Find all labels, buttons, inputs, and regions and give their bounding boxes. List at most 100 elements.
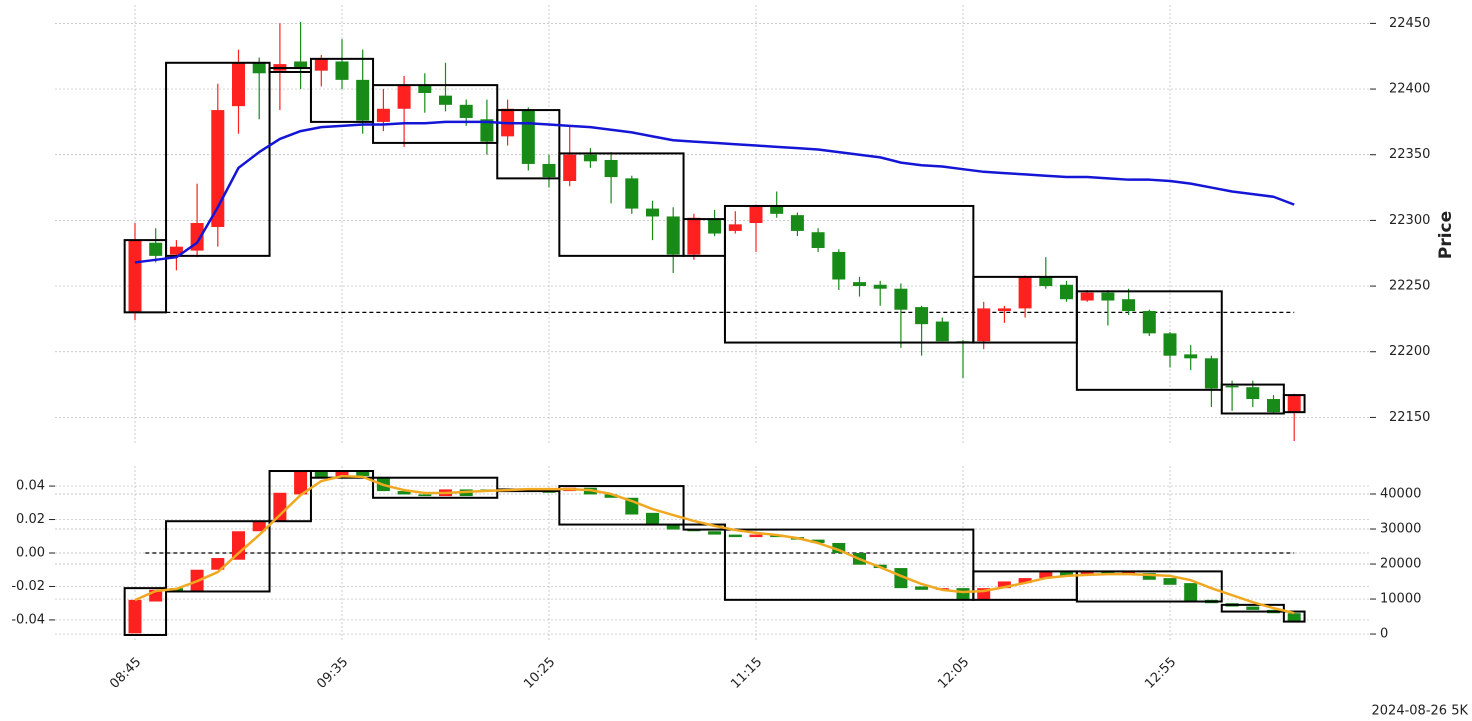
candle-body (646, 512, 659, 525)
candle-body (273, 492, 287, 522)
candle-body (1287, 613, 1301, 622)
candle-body (252, 521, 266, 532)
candle-body (418, 494, 432, 497)
candle-body (708, 531, 722, 535)
line-series (134, 474, 1295, 615)
range-box (123, 239, 168, 314)
candle-body (1163, 578, 1177, 585)
range-box (372, 476, 499, 499)
candle-body (728, 534, 742, 538)
x-tick-label: 10:25 (521, 655, 558, 692)
candle-body (1060, 284, 1073, 300)
candle-body (335, 471, 349, 478)
candle-body (728, 224, 742, 231)
y2-tick-label: 10000 (1380, 592, 1421, 607)
y-tick-label: -0.04 (11, 612, 45, 627)
candle-body (1184, 583, 1198, 602)
candle-body (521, 110, 535, 164)
candle-body (997, 308, 1011, 312)
candle-body (790, 215, 804, 231)
x-tick-label: 12:05 (935, 655, 972, 692)
range-box (123, 587, 168, 636)
candle-body (832, 542, 846, 553)
candle-body (666, 524, 680, 530)
candle-body (314, 58, 328, 71)
y-tick-label: 22450 (1389, 16, 1430, 31)
candle-body (1287, 395, 1301, 413)
footer: 2024-08-26 5K (1372, 704, 1469, 719)
candle-body (997, 581, 1011, 589)
candle-body (977, 588, 991, 600)
candle-body (1184, 354, 1198, 359)
candle-body (811, 232, 825, 248)
y-tick-label: 22400 (1389, 82, 1430, 97)
candle-body (314, 471, 328, 478)
candle-body (439, 95, 452, 105)
candle-body (1122, 299, 1136, 312)
candle-body (397, 491, 411, 495)
candle-body (1246, 606, 1260, 610)
candle-body (356, 471, 370, 477)
candle-body (1060, 571, 1073, 577)
candle-body (376, 108, 390, 122)
candle-body (542, 163, 556, 178)
candle-body (1039, 571, 1053, 579)
y-axis-label: Price (1436, 211, 1456, 259)
candle-body (915, 307, 929, 325)
x-tick-label: 09:35 (314, 655, 351, 692)
candle-body (687, 217, 701, 255)
candle-body (1101, 292, 1115, 301)
range-box (1075, 570, 1223, 603)
range-box (1220, 603, 1285, 613)
candle-body (646, 208, 659, 217)
candle-body (832, 251, 846, 280)
y-tick-label: 22150 (1389, 410, 1430, 425)
candle-body (749, 534, 763, 538)
candle-body (894, 568, 908, 589)
candle-body (977, 308, 991, 342)
candle-body (149, 589, 163, 602)
y-tick-label: 0.00 (16, 546, 45, 561)
range-box (165, 61, 271, 257)
candle-body (1018, 276, 1032, 309)
range-box (723, 528, 975, 601)
candle-body (1142, 573, 1156, 580)
candle-body (604, 494, 618, 498)
range-box (558, 152, 685, 257)
candle-body (356, 79, 370, 121)
line-series (134, 120, 1295, 264)
y-tick-label: 22300 (1389, 213, 1430, 228)
candle-body (1080, 292, 1094, 301)
candle-body (625, 178, 639, 209)
candle-body (604, 159, 618, 178)
candle-body (128, 599, 142, 634)
y2-tick-label: 30000 (1380, 522, 1421, 537)
candle-body (149, 242, 163, 256)
x-tick-label: 12:55 (1142, 655, 1179, 692)
range-box (558, 485, 685, 526)
candle-body (335, 61, 349, 80)
candle-body (563, 154, 577, 181)
range-box (496, 109, 561, 180)
candle-body (252, 62, 266, 74)
candle-body (1246, 387, 1260, 400)
y-tick-label: -0.02 (11, 579, 45, 594)
candle-body (873, 284, 887, 289)
candle-body (294, 471, 308, 495)
candle-body (894, 288, 908, 310)
range-box (309, 470, 375, 479)
candle-body (1204, 358, 1218, 389)
y-tick-label: 0.02 (16, 512, 45, 527)
range-box (372, 84, 499, 144)
candle-body (480, 119, 494, 142)
y-tick-label: 22250 (1389, 279, 1430, 294)
candle-body (232, 62, 245, 107)
candle-body (708, 219, 722, 234)
candle-body (915, 586, 929, 590)
x-tick-label: 08:45 (107, 655, 144, 692)
candle-body (1163, 333, 1177, 356)
candle-body (418, 85, 432, 93)
candle-body (935, 321, 949, 342)
y2-tick-label: 40000 (1380, 487, 1421, 502)
